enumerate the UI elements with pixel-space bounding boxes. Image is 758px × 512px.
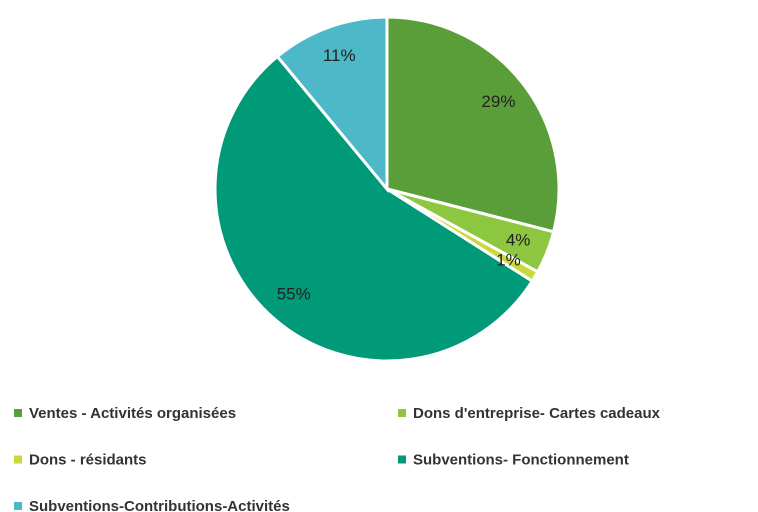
legend-swatch <box>14 455 22 464</box>
data-label: 29% <box>481 92 515 111</box>
pie-slice <box>275 15 389 194</box>
legend-swatch <box>398 455 406 464</box>
legend-swatch <box>398 409 406 417</box>
data-label: 11% <box>323 46 356 65</box>
legend-label: Dons - résidants <box>29 451 147 468</box>
data-label: 4% <box>506 230 531 249</box>
legend-label: Dons d'entreprise- Cartes cadeaux <box>413 405 661 422</box>
legend-label: Subventions-Contributions-Activités <box>29 498 290 512</box>
pie-slice <box>385 15 561 234</box>
data-label: 1% <box>496 250 521 269</box>
legend-swatch <box>14 409 22 417</box>
legend-label: Ventes - Activités organisées <box>29 405 236 422</box>
pie-slice <box>213 54 535 363</box>
legend-label: Subventions- Fonctionnement <box>413 451 629 468</box>
data-label: 55% <box>277 284 311 303</box>
legend-swatch <box>14 502 22 510</box>
